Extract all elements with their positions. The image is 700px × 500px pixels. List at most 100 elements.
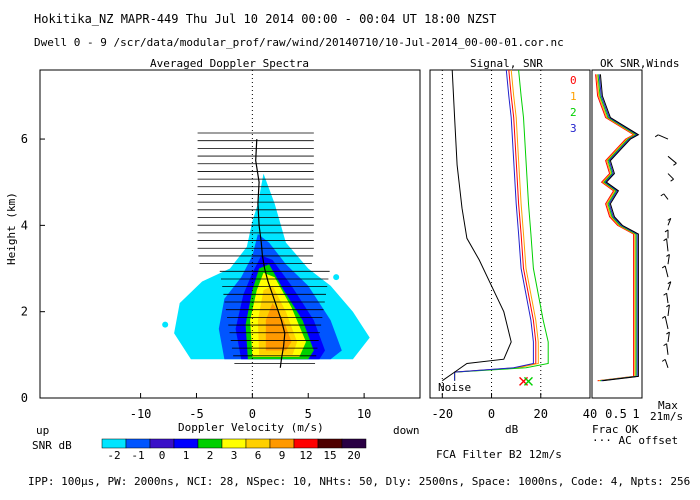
wind-barb bbox=[666, 238, 669, 252]
colorbar-tick-label: -2 bbox=[107, 449, 120, 462]
snr-series-3 bbox=[454, 69, 534, 381]
spectra-x-label: Doppler Velocity (m/s) bbox=[178, 421, 324, 434]
chart-header-path: Dwell 0 - 9 /scr/data/modular_prof/raw/w… bbox=[34, 36, 564, 49]
noise-marker bbox=[523, 376, 533, 386]
colorbar-swatch bbox=[197, 438, 223, 449]
spectra-x-tick-label: 0 bbox=[249, 407, 256, 421]
mean-velocity-line bbox=[255, 139, 286, 368]
colorbar-tick-label: 15 bbox=[323, 449, 336, 462]
spectra-title: Averaged Doppler Spectra bbox=[150, 57, 309, 70]
wind-barb bbox=[667, 281, 672, 291]
colorbar-tick-label: 20 bbox=[347, 449, 360, 462]
colorbar-swatch bbox=[125, 438, 151, 449]
snr-title: Signal, SNR bbox=[470, 57, 543, 70]
snr-speck-3 bbox=[193, 291, 200, 298]
snr-x-label: dB bbox=[505, 423, 519, 436]
colorbar-tick-label: 6 bbox=[255, 449, 262, 462]
up-label: up bbox=[36, 424, 50, 437]
wind-barb bbox=[664, 265, 669, 278]
wind-barb bbox=[667, 304, 670, 317]
wind-barb-head bbox=[663, 292, 667, 296]
snr-x-tick-label: 40 bbox=[583, 407, 597, 421]
noise-label: Noise bbox=[438, 381, 472, 394]
spectra-x-tick-label: 5 bbox=[305, 407, 312, 421]
frac-ok-line bbox=[595, 74, 635, 382]
colorbar-tick-label: 2 bbox=[207, 449, 214, 462]
wind-barb bbox=[667, 155, 677, 164]
wind-barb bbox=[667, 254, 670, 265]
footer-params: IPP: 100µs, PW: 2000ns, NCI: 28, NSpec: … bbox=[28, 475, 691, 488]
snr-series-Signal bbox=[442, 69, 512, 382]
colorbar-tick-label: -1 bbox=[131, 449, 144, 462]
filter-caption: FCA Filter B2 12m/s bbox=[436, 448, 562, 461]
spectra-x-tick-label: -10 bbox=[130, 407, 152, 421]
snr-x-tick-label: 20 bbox=[534, 407, 548, 421]
colorbar-swatch bbox=[149, 438, 175, 449]
spectra-panel-frame bbox=[39, 69, 421, 399]
frac-ok-line bbox=[596, 74, 636, 382]
wind-barb-head bbox=[654, 134, 659, 138]
spectra-x-tick-label: 10 bbox=[357, 407, 371, 421]
frac-ok-tick-label: 1 bbox=[632, 407, 639, 421]
snr-series-1 bbox=[454, 69, 539, 381]
max-value: 21m/s bbox=[650, 410, 684, 423]
wind-barb bbox=[666, 293, 669, 304]
wind-barb bbox=[667, 332, 670, 342]
snr-series-0 bbox=[454, 69, 537, 381]
colorbar-swatch bbox=[317, 438, 343, 449]
frac-ok-tick-label: 0.5 bbox=[605, 407, 627, 421]
wind-barb-head bbox=[666, 331, 670, 335]
wind-barb-head bbox=[663, 238, 667, 242]
snr-x-tick-label: 0 bbox=[488, 407, 495, 421]
wind-barb-head bbox=[660, 193, 665, 197]
colorbar-swatch bbox=[341, 438, 367, 449]
colorbar-swatch bbox=[245, 438, 271, 449]
wind-barb-head bbox=[666, 253, 670, 257]
wind-barb bbox=[667, 218, 672, 226]
colorbar-swatch bbox=[101, 438, 127, 449]
down-label: down bbox=[393, 424, 420, 437]
snr-panel-frame bbox=[429, 69, 591, 399]
winds-legend-0: 0 bbox=[570, 74, 577, 87]
frac-ok-line bbox=[599, 74, 640, 382]
colorbar-tick-label: 0 bbox=[159, 449, 166, 462]
colorbar-swatch bbox=[293, 438, 319, 449]
wind-barb-head bbox=[661, 265, 666, 269]
wind-barb-head bbox=[670, 178, 674, 182]
colorbar-tick-label: 1 bbox=[183, 449, 190, 462]
snr-x-tick-label: -20 bbox=[431, 407, 453, 421]
wind-barb-head bbox=[667, 281, 672, 285]
colorbar-tick-label: 12 bbox=[299, 449, 312, 462]
snr-contour-6 bbox=[265, 303, 292, 351]
wind-barb-head bbox=[666, 304, 670, 308]
winds-legend-2: 2 bbox=[570, 106, 577, 119]
wind-barb bbox=[663, 193, 669, 200]
wind-barb bbox=[664, 359, 669, 368]
spectra-y-tick-label: 0 bbox=[21, 391, 28, 405]
wind-barb bbox=[666, 343, 669, 355]
colorbar-tick-label: 3 bbox=[231, 449, 238, 462]
snr-speck-2 bbox=[355, 325, 362, 332]
frac-ok-line bbox=[597, 74, 637, 382]
wind-barb bbox=[664, 316, 669, 330]
winds-panel-frame bbox=[591, 69, 643, 399]
snr-series-2 bbox=[454, 69, 549, 381]
snr-speck-1 bbox=[333, 274, 340, 281]
ac-offset-label: ··· AC offset bbox=[592, 434, 679, 447]
wind-barb-head bbox=[664, 229, 669, 233]
spectra-y-tick-label: 4 bbox=[21, 218, 28, 232]
frac-ok-label: Frac OK bbox=[592, 423, 639, 436]
winds-legend-1: 1 bbox=[570, 90, 577, 103]
snr-speck-0 bbox=[162, 321, 169, 328]
colorbar-label: SNR dB bbox=[32, 439, 72, 452]
spectra-x-tick-label: -5 bbox=[189, 407, 203, 421]
wind-barb-head bbox=[667, 217, 672, 221]
wind-barb-head bbox=[661, 358, 666, 362]
spectra-y-tick-label: 2 bbox=[21, 305, 28, 319]
colorbar-swatch bbox=[269, 438, 295, 449]
frac-ok-line bbox=[598, 74, 639, 382]
spectra-y-label: Height (km) bbox=[5, 192, 18, 265]
colorbar-swatch bbox=[173, 438, 199, 449]
wind-barb-head bbox=[663, 343, 667, 347]
